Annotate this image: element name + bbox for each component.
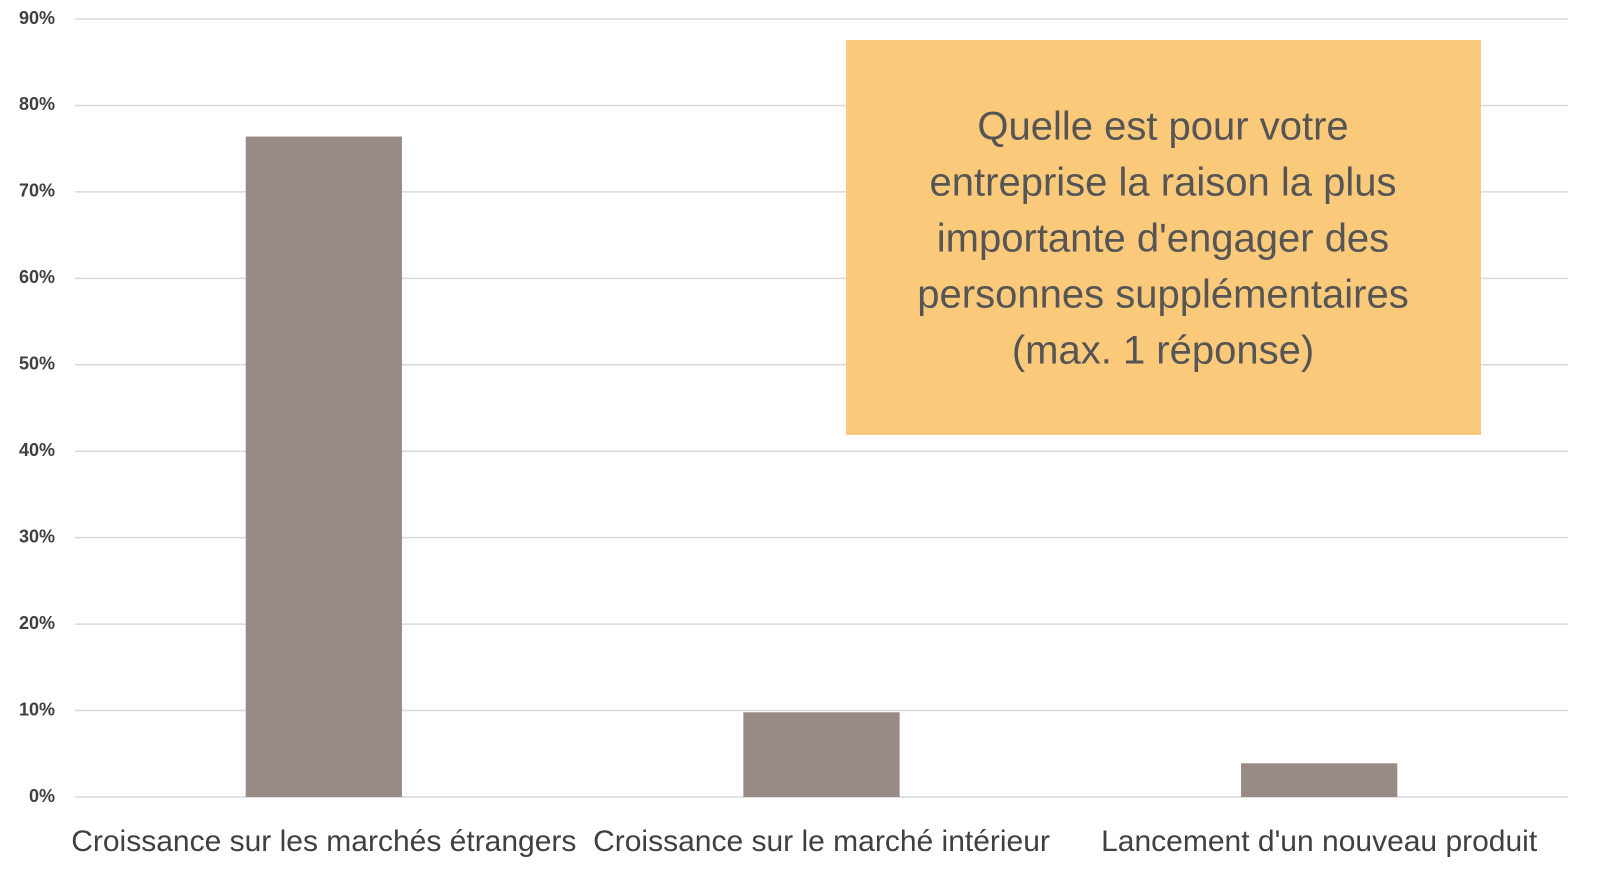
y-tick-label: 60% xyxy=(19,267,55,287)
bar xyxy=(1241,763,1398,797)
x-tick-label: Lancement d'un nouveau produit xyxy=(1101,825,1538,858)
bar xyxy=(245,136,402,797)
y-tick-label: 40% xyxy=(19,440,55,460)
y-tick-label: 50% xyxy=(19,354,55,374)
annotation-text: entreprise la raison la plus xyxy=(930,161,1397,205)
annotation-text: importante d'engager des xyxy=(937,217,1389,261)
y-tick-label: 90% xyxy=(19,8,55,28)
y-tick-label: 10% xyxy=(19,699,55,719)
annotation-text: personnes supplémentaires xyxy=(917,273,1408,317)
y-tick-label: 30% xyxy=(19,526,55,546)
y-tick-label: 20% xyxy=(19,613,55,633)
y-tick-label: 0% xyxy=(29,786,55,806)
annotation-text: Quelle est pour votre xyxy=(977,105,1348,149)
annotation-text: (max. 1 réponse) xyxy=(1012,329,1314,373)
x-tick-label: Croissance sur les marchés étrangers xyxy=(71,825,576,858)
bar xyxy=(743,712,900,797)
y-tick-label: 80% xyxy=(19,94,55,114)
y-tick-label: 70% xyxy=(19,181,55,201)
x-tick-label: Croissance sur le marché intérieur xyxy=(593,825,1050,858)
annotation-box xyxy=(846,40,1481,435)
